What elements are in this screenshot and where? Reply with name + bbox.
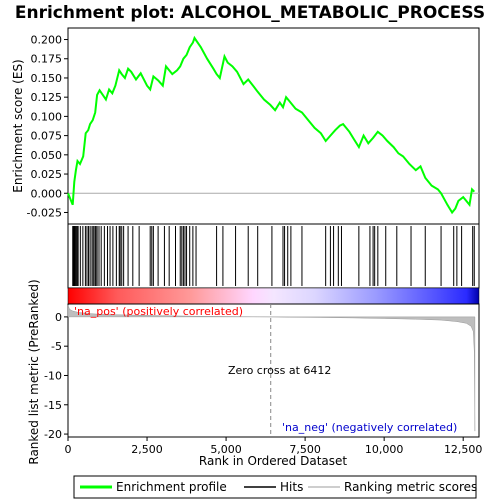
es-plot-area <box>67 27 480 225</box>
legend-hits-label: Hits <box>280 480 303 494</box>
metric-ytick-label: -15 <box>44 399 62 412</box>
es-ytick-label: 0.175 <box>31 53 63 66</box>
hits-panel <box>67 223 480 289</box>
na-neg-label: 'na_neg' (negatively correlated) <box>282 421 457 434</box>
ranking-metric-area <box>67 305 476 432</box>
rank-xtick-label: 7,500 <box>289 443 321 456</box>
rank-axis-label: Rank in Ordered Dataset <box>199 454 347 468</box>
es-ytick-label: 0.025 <box>31 168 63 181</box>
rank-xtick-label: 10,000 <box>365 443 404 456</box>
legend-metric-label: Ranking metric scores <box>344 480 477 494</box>
enrichment-profile-line <box>67 35 476 215</box>
rank-xtick-label: 0 <box>65 443 72 456</box>
metric-ytick-label: -5 <box>51 340 62 353</box>
chart-title: Enrichment plot: ALCOHOL_METABOLIC_PROCE… <box>15 3 485 23</box>
es-ytick-label: -0.025 <box>27 206 62 219</box>
zero-cross-label: Zero cross at 6412 <box>228 364 331 377</box>
es-ytick-label: 0.125 <box>31 91 63 104</box>
es-ytick-label: 0.050 <box>31 149 63 162</box>
es-ytick-label: 0.200 <box>31 34 63 47</box>
es-axis-label: Enrichment score (ES) <box>11 59 25 192</box>
rank-xtick-label: 12,500 <box>444 443 483 456</box>
rank-color-bar <box>67 287 480 305</box>
es-ytick-label: 0.000 <box>31 187 63 200</box>
metric-plot-area <box>67 303 480 438</box>
metric-ytick-label: 0 <box>55 311 62 324</box>
metric-axis-label: Ranked list metric (PreRanked) <box>27 279 41 464</box>
legend-enrichment-label: Enrichment profile <box>116 480 227 494</box>
es-ytick-label: 0.150 <box>31 72 63 85</box>
es-ytick-label: 0.100 <box>31 110 63 123</box>
rank-xtick-label: 2,500 <box>131 443 163 456</box>
rank-xtick-label: 5,000 <box>210 443 242 456</box>
na-pos-label: 'na_pos' (positively correlated) <box>74 305 243 318</box>
metric-ytick-label: -20 <box>44 428 62 441</box>
metric-ytick-label: -10 <box>44 369 62 382</box>
es-ytick-label: 0.075 <box>31 130 63 143</box>
